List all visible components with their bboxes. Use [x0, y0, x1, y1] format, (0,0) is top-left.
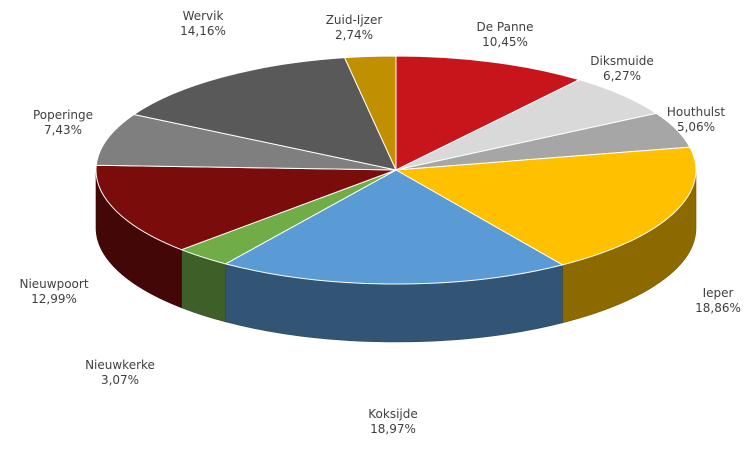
slice-label-name: Ieper: [703, 286, 734, 300]
slice-label-value: 3,07%: [101, 373, 139, 387]
slice-label-koksijde: Koksijde 18,97%: [368, 407, 417, 436]
slice-label-name: Koksijde: [368, 407, 417, 421]
pie-sides: [95, 169, 697, 343]
slice-label-poperinge: Poperinge 7,43%: [33, 108, 93, 137]
slice-label-value: 10,45%: [482, 35, 528, 49]
pie-slice-koksijde: [224, 169, 564, 285]
slice-label-diksmuide: Diksmuide 6,27%: [590, 54, 653, 83]
slice-label-value: 2,74%: [335, 28, 373, 42]
slice-label-value: 7,43%: [44, 123, 82, 137]
slice-label-nieuwpoort: Nieuwpoort 12,99%: [19, 277, 88, 306]
slice-label-name: Poperinge: [33, 108, 93, 122]
slice-label-value: 5,06%: [677, 120, 715, 134]
slice-label-value: 14,16%: [180, 24, 226, 38]
slice-label-houthulst: Houthulst 5,06%: [667, 105, 725, 134]
pie-slice-poperinge: [95, 113, 397, 171]
slice-label-ieper: Ieper 18,86%: [695, 286, 741, 315]
slice-label-name: Nieuwpoort: [19, 277, 88, 291]
slice-label-name: Wervik: [183, 9, 224, 23]
slice-label-nieuwkerke: Nieuwkerke 3,07%: [85, 358, 155, 387]
pie-slice-nieuwpoort: [95, 164, 397, 251]
slice-label-value: 12,99%: [31, 292, 77, 306]
slice-label-name: Diksmuide: [590, 54, 653, 68]
slice-label-value: 18,86%: [695, 301, 741, 315]
slice-label-value: 6,27%: [603, 69, 641, 83]
pie-slice-de-panne: [395, 55, 581, 171]
slice-label-name: Zuid-Ijzer: [326, 13, 383, 27]
pie-slice-wervik: [132, 57, 397, 171]
slice-label-zuid-ijzer: Zuid-Ijzer 2,74%: [326, 13, 383, 42]
slice-label-name: De Panne: [476, 20, 533, 34]
pie-slice-ieper: [394, 146, 697, 266]
slice-label-wervik: Wervik 14,16%: [180, 9, 226, 38]
pie-slices: [95, 55, 697, 285]
pie-labels: De Panne 10,45% Diksmuide 6,27% Houthulst 5,0…: [19, 9, 740, 436]
slice-label-name: Nieuwkerke: [85, 358, 155, 372]
slice-label-value: 18,97%: [370, 422, 416, 436]
slice-label-de-panne: De Panne 10,45%: [476, 20, 533, 49]
slice-label-name: Houthulst: [667, 105, 725, 119]
pie-slice-diksmuide: [395, 79, 658, 171]
pie-slice-zuid-ijzer: [343, 55, 397, 171]
